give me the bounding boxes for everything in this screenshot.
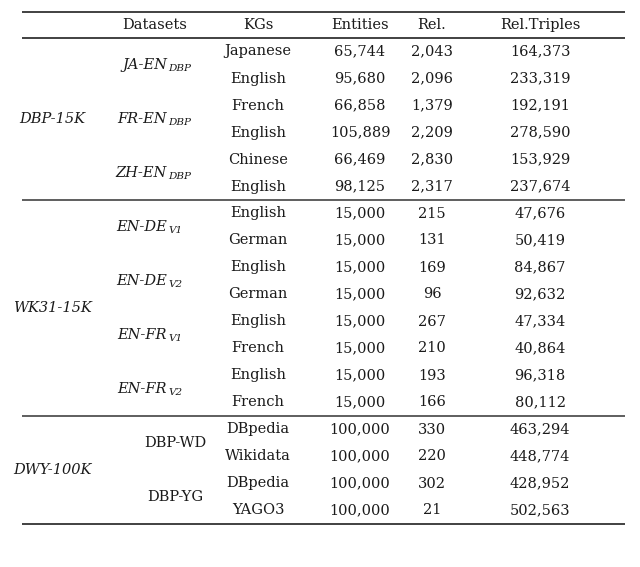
Text: 50,419: 50,419 <box>515 234 566 248</box>
Text: 193: 193 <box>418 369 446 383</box>
Text: 15,000: 15,000 <box>334 234 386 248</box>
Text: 220: 220 <box>418 450 446 463</box>
Text: 40,864: 40,864 <box>515 341 566 356</box>
Text: German: German <box>228 234 288 248</box>
Text: DBP: DBP <box>168 118 191 127</box>
Text: ZH-EN: ZH-EN <box>116 166 167 180</box>
Text: French: French <box>232 341 285 356</box>
Text: 65,744: 65,744 <box>335 44 385 58</box>
Text: 47,334: 47,334 <box>515 315 566 328</box>
Text: 428,952: 428,952 <box>510 476 570 490</box>
Text: 131: 131 <box>418 234 446 248</box>
Text: 92,632: 92,632 <box>515 287 566 302</box>
Text: DBpedia: DBpedia <box>227 422 289 437</box>
Text: 502,563: 502,563 <box>509 503 570 518</box>
Text: 215: 215 <box>418 206 446 221</box>
Text: 2,317: 2,317 <box>411 180 453 193</box>
Text: English: English <box>230 369 286 383</box>
Text: EN-DE: EN-DE <box>116 220 167 234</box>
Text: Wikidata: Wikidata <box>225 450 291 463</box>
Text: DBP-15K: DBP-15K <box>19 112 85 126</box>
Text: English: English <box>230 180 286 193</box>
Text: EN-FR: EN-FR <box>118 382 167 396</box>
Text: English: English <box>230 206 286 221</box>
Text: FR-EN: FR-EN <box>118 112 167 126</box>
Text: 15,000: 15,000 <box>334 315 386 328</box>
Text: 105,889: 105,889 <box>330 125 390 139</box>
Text: Datasets: Datasets <box>123 18 188 32</box>
Text: Chinese: Chinese <box>228 153 288 167</box>
Text: 237,674: 237,674 <box>509 180 570 193</box>
Text: 169: 169 <box>418 260 446 274</box>
Text: 15,000: 15,000 <box>334 206 386 221</box>
Text: 15,000: 15,000 <box>334 369 386 383</box>
Text: Japanese: Japanese <box>225 44 291 58</box>
Text: DBP-WD: DBP-WD <box>144 436 206 450</box>
Text: 100,000: 100,000 <box>330 422 390 437</box>
Text: English: English <box>230 260 286 274</box>
Text: 47,676: 47,676 <box>515 206 566 221</box>
Text: French: French <box>232 99 285 112</box>
Text: DBP-YG: DBP-YG <box>147 490 203 504</box>
Text: English: English <box>230 71 286 86</box>
Text: English: English <box>230 315 286 328</box>
Text: 15,000: 15,000 <box>334 287 386 302</box>
Text: 1,379: 1,379 <box>411 99 453 112</box>
Text: 95,680: 95,680 <box>334 71 386 86</box>
Text: V2: V2 <box>168 280 182 289</box>
Text: French: French <box>232 396 285 409</box>
Text: 96,318: 96,318 <box>515 369 566 383</box>
Text: 164,373: 164,373 <box>509 44 570 58</box>
Text: 98,125: 98,125 <box>335 180 385 193</box>
Text: EN-FR: EN-FR <box>118 328 167 342</box>
Text: 84,867: 84,867 <box>515 260 566 274</box>
Text: WK31-15K: WK31-15K <box>13 301 92 315</box>
Text: 267: 267 <box>418 315 446 328</box>
Text: Rel.: Rel. <box>418 18 446 32</box>
Text: YAGO3: YAGO3 <box>232 503 284 518</box>
Text: 96: 96 <box>422 287 442 302</box>
Text: 302: 302 <box>418 476 446 490</box>
Text: V1: V1 <box>168 334 182 343</box>
Text: 100,000: 100,000 <box>330 503 390 518</box>
Text: German: German <box>228 287 288 302</box>
Text: 2,096: 2,096 <box>411 71 453 86</box>
Text: KGs: KGs <box>243 18 273 32</box>
Text: 21: 21 <box>423 503 441 518</box>
Text: DBpedia: DBpedia <box>227 476 289 490</box>
Text: 15,000: 15,000 <box>334 341 386 356</box>
Text: Entities: Entities <box>331 18 389 32</box>
Text: V2: V2 <box>168 388 182 397</box>
Text: 100,000: 100,000 <box>330 450 390 463</box>
Text: 166: 166 <box>418 396 446 409</box>
Text: 66,858: 66,858 <box>334 99 386 112</box>
Text: 100,000: 100,000 <box>330 476 390 490</box>
Text: V1: V1 <box>168 226 182 235</box>
Text: 2,043: 2,043 <box>411 44 453 58</box>
Text: 66,469: 66,469 <box>334 153 386 167</box>
Text: 233,319: 233,319 <box>509 71 570 86</box>
Text: 192,191: 192,191 <box>510 99 570 112</box>
Text: 15,000: 15,000 <box>334 396 386 409</box>
Text: DWY-100K: DWY-100K <box>13 463 91 477</box>
Text: 153,929: 153,929 <box>510 153 570 167</box>
Text: 15,000: 15,000 <box>334 260 386 274</box>
Text: Rel.Triples: Rel.Triples <box>500 18 580 32</box>
Text: English: English <box>230 125 286 139</box>
Text: 448,774: 448,774 <box>510 450 570 463</box>
Text: 2,209: 2,209 <box>411 125 453 139</box>
Text: 330: 330 <box>418 422 446 437</box>
Text: DBP: DBP <box>168 64 191 73</box>
Text: JA-EN: JA-EN <box>122 58 167 72</box>
Text: DBP: DBP <box>168 172 191 181</box>
Text: 2,830: 2,830 <box>411 153 453 167</box>
Text: 278,590: 278,590 <box>509 125 570 139</box>
Text: EN-DE: EN-DE <box>116 274 167 288</box>
Text: 80,112: 80,112 <box>515 396 566 409</box>
Text: 210: 210 <box>418 341 446 356</box>
Text: 463,294: 463,294 <box>509 422 570 437</box>
